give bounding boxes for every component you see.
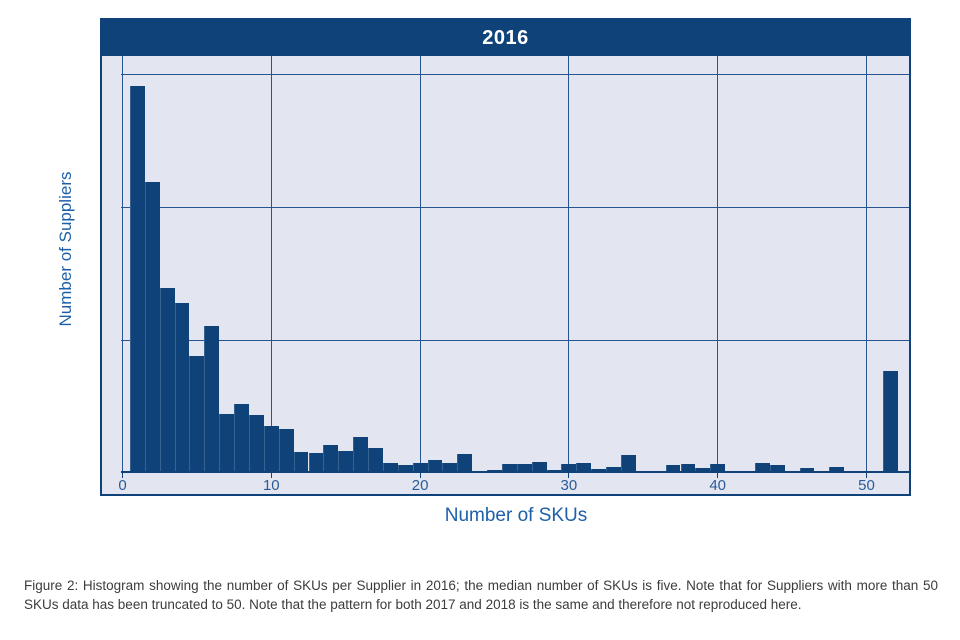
x-tick-label: 40: [709, 477, 727, 494]
x-tick: [717, 473, 719, 478]
histogram-bar: [129, 86, 145, 473]
x-tick: [568, 473, 570, 478]
histogram-bar: [769, 465, 785, 473]
histogram-bar: [442, 463, 458, 473]
gridline-vertical: [568, 56, 570, 473]
histogram-bar: [531, 462, 547, 473]
chart-frame: 2016 0 10 20 30 40 50: [100, 18, 911, 496]
x-tick: [122, 473, 123, 478]
histogram-bar: [620, 455, 636, 473]
gridline-horizontal: [121, 207, 909, 208]
chart-title-bar: 2016: [102, 20, 909, 56]
x-tick: [270, 473, 272, 478]
figure-caption: Figure 2: Histogram showing the number o…: [24, 578, 938, 613]
histogram-bar: [189, 356, 205, 473]
histogram-bar: [204, 326, 220, 473]
histogram-bar: [368, 448, 383, 473]
x-tick: [866, 473, 867, 478]
gridline-horizontal: [121, 74, 909, 75]
histogram-bar: [576, 463, 592, 473]
x-tick-label: 0: [118, 477, 127, 494]
gridline-vertical: [122, 56, 123, 473]
gridline-horizontal: [121, 340, 909, 341]
histogram-bar: [606, 467, 621, 473]
y-axis-title: Number of Suppliers: [56, 171, 75, 327]
x-axis-title: Number of SKUs: [444, 505, 588, 526]
histogram-bar: [353, 437, 368, 473]
gridline-vertical: [717, 56, 719, 473]
gridline-vertical: [419, 56, 421, 473]
x-tick-label: 10: [262, 477, 280, 494]
histogram-bar: [263, 426, 279, 473]
histogram-bar: [174, 303, 190, 473]
histogram-bar: [695, 468, 711, 473]
gridline-vertical: [270, 56, 272, 473]
histogram-bar: [144, 182, 160, 473]
histogram-bar: [308, 453, 324, 473]
gridline-vertical: [866, 56, 867, 473]
histogram-bar: [219, 414, 235, 473]
histogram-bar: [665, 465, 681, 473]
histogram-bar: [516, 464, 532, 473]
histogram-bar: [338, 451, 354, 473]
histogram-bar: [293, 452, 309, 473]
x-tick: [419, 473, 421, 478]
histogram-bar: [397, 465, 413, 473]
histogram-bar: [799, 468, 815, 473]
histogram-bar: [234, 404, 249, 473]
histogram-bar: [501, 464, 517, 473]
histogram-bar: [457, 454, 473, 473]
histogram-bar: [412, 463, 428, 473]
x-tick-label: 50: [858, 477, 875, 494]
histogram-bar: [382, 463, 398, 473]
x-tick-label: 30: [560, 477, 578, 494]
histogram-bar: [427, 460, 443, 473]
x-axis-line: [121, 471, 909, 473]
histogram-bar: [323, 445, 339, 473]
histogram-bar: [248, 415, 264, 473]
histogram-bar: [159, 288, 175, 473]
histogram-bar: [680, 464, 696, 473]
histogram-bar: [710, 464, 726, 473]
histogram-bar: [882, 371, 898, 473]
histogram-bar: [278, 429, 294, 473]
x-tick-label: 20: [411, 477, 429, 494]
chart-title: 2016: [482, 26, 529, 49]
histogram-bar: [561, 464, 577, 473]
histogram-bar: [754, 463, 770, 473]
histogram-bar: [829, 467, 845, 473]
plot-area: 0 10 20 30 40 50: [102, 20, 909, 494]
